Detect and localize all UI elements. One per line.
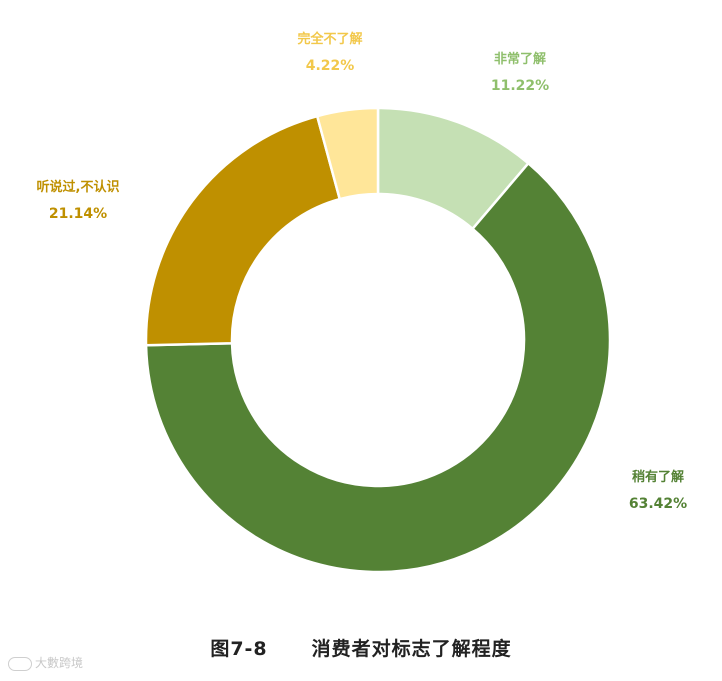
slice-label-name-4: 完全不了解	[297, 31, 362, 47]
slice-label-name-3: 听说过,不认识	[37, 179, 120, 195]
chart-title: 消费者对标志了解程度	[311, 638, 512, 660]
donut-slices	[144, 106, 612, 574]
figure-number: 图7-8	[210, 638, 268, 660]
donut-slice-2	[144, 161, 612, 574]
watermark-text: 大數跨境	[35, 656, 84, 670]
donut-slice-4	[315, 106, 380, 201]
slice-label-name-2: 稍有了解	[632, 469, 684, 485]
chart-caption: 图7-8 消费者对标志了解程度	[0, 634, 722, 661]
slice-label-value-1: 11.22%	[491, 78, 549, 94]
slice-label-value-2: 63.42%	[629, 496, 687, 512]
slice-labels: 非常了解 11.22% 稍有了解 63.42% 听说过,不认识 21.14% 完全不了解 4.…	[37, 31, 688, 512]
slice-label-value-3: 21.14%	[49, 206, 107, 222]
slice-label-name-1: 非常了解	[494, 51, 546, 67]
watermark: 大數跨境	[8, 654, 83, 671]
slice-label-value-4: 4.22%	[306, 58, 355, 74]
donut-slice-3	[144, 114, 342, 347]
watermark-logo-icon	[8, 656, 32, 671]
